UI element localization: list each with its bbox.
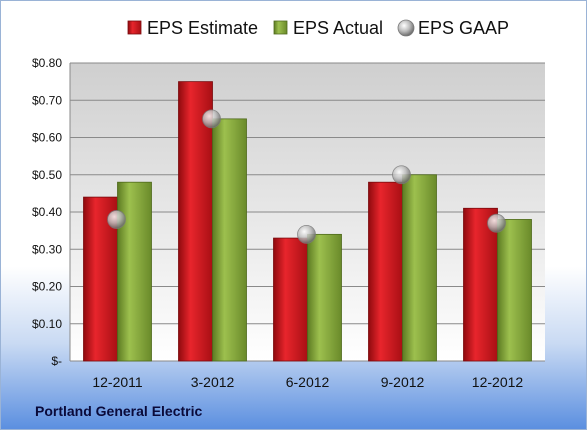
marker-eps-gaap bbox=[202, 109, 221, 129]
legend: EPS Estimate EPS Actual EPS GAAP bbox=[127, 18, 509, 38]
company-name: Portland General Electric bbox=[35, 403, 203, 419]
bar-eps-estimate bbox=[178, 81, 213, 362]
bar-eps-estimate bbox=[273, 237, 308, 362]
x-category-label: 9-2012 bbox=[381, 374, 425, 390]
gaap-markers bbox=[107, 109, 506, 244]
marker-eps-gaap bbox=[297, 224, 316, 244]
bar-eps-actual bbox=[307, 233, 342, 362]
marker-eps-gaap bbox=[392, 165, 411, 185]
legend-label: EPS Actual bbox=[293, 18, 383, 38]
legend-swatch bbox=[273, 20, 288, 35]
y-axis-ticks: $- $0.10 $0.20 $0.30 $0.40 $0.50 $0.60 $0.70 $0.… bbox=[32, 56, 62, 368]
y-tick-label: $- bbox=[51, 354, 62, 368]
legend-label: EPS GAAP bbox=[418, 18, 509, 38]
y-tick-label: $0.80 bbox=[32, 56, 62, 70]
y-tick-label: $0.70 bbox=[32, 93, 62, 107]
x-category-label: 6-2012 bbox=[286, 374, 330, 390]
marker-eps-gaap bbox=[107, 210, 126, 229]
x-category-label: 12-2012 bbox=[472, 374, 524, 390]
y-tick-label: $0.60 bbox=[32, 131, 62, 145]
bars bbox=[83, 81, 532, 362]
marker-eps-gaap bbox=[487, 213, 506, 233]
x-category-label: 12-2011 bbox=[92, 374, 143, 390]
bar-eps-estimate bbox=[368, 181, 403, 362]
y-tick-label: $0.50 bbox=[32, 168, 62, 182]
legend-label: EPS Estimate bbox=[147, 18, 258, 38]
x-axis-categories: 12-2011 3-2012 6-2012 9-2012 12-2012 bbox=[92, 374, 523, 390]
y-tick-label: $0.40 bbox=[32, 205, 62, 219]
legend-swatch bbox=[127, 20, 142, 35]
bar-eps-actual bbox=[402, 174, 437, 362]
bar-eps-actual bbox=[117, 181, 152, 362]
bar-eps-actual bbox=[497, 219, 532, 362]
y-tick-label: $0.10 bbox=[32, 317, 62, 331]
legend-swatch bbox=[397, 19, 415, 37]
y-tick-label: $0.30 bbox=[32, 242, 62, 256]
bar-eps-estimate bbox=[463, 207, 498, 362]
x-category-label: 3-2012 bbox=[191, 374, 235, 390]
bar-eps-actual bbox=[212, 118, 247, 362]
y-tick-label: $0.20 bbox=[32, 280, 62, 294]
